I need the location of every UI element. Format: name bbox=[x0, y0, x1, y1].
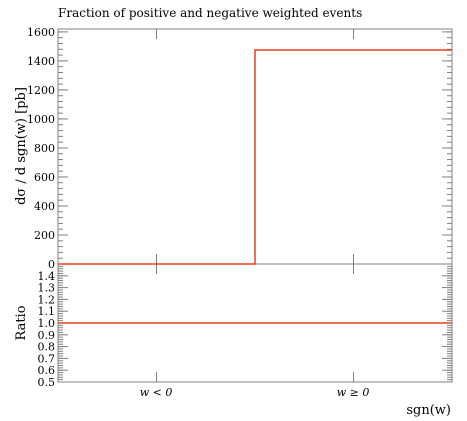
main-series-line bbox=[58, 49, 452, 265]
ratio-y-tick-label: 1.3 bbox=[38, 282, 56, 295]
main-x-ticks bbox=[156, 29, 354, 264]
ratio-y-ticks: 0.50.60.70.80.91.01.11.21.31.4 bbox=[38, 263, 452, 389]
x-axis-label: sgn(w) bbox=[406, 403, 451, 418]
ratio-y-tick-label: 1.1 bbox=[38, 305, 56, 318]
main-y-tick-label: 400 bbox=[34, 200, 55, 213]
ratio-y-axis-label: Ratio bbox=[14, 305, 29, 340]
main-y-tick-label: 1200 bbox=[27, 84, 55, 97]
ratio-y-tick-label: 1.4 bbox=[38, 270, 56, 283]
main-y-tick-label: 1600 bbox=[27, 26, 55, 39]
main-y-tick-label: 800 bbox=[34, 142, 55, 155]
main-y-ticks: 0 200 400 600 800 1000 1200 1400 1600 bbox=[27, 26, 452, 271]
ratio-x-ticks bbox=[156, 264, 354, 382]
main-y-axis-label: dσ / d sgn(w) [pb] bbox=[14, 87, 29, 205]
chart-title: Fraction of positive and negative weight… bbox=[58, 6, 362, 20]
main-y-tick-label: 1000 bbox=[27, 113, 55, 126]
ratio-y-tick-label: 0.9 bbox=[38, 329, 56, 342]
ratio-y-tick-label: 0.8 bbox=[38, 341, 56, 354]
main-y-tick-label: 600 bbox=[34, 171, 55, 184]
x-category-label-negative: w < 0 bbox=[140, 386, 173, 399]
main-y-tick-label: 200 bbox=[34, 229, 55, 242]
main-y-tick-label: 0 bbox=[48, 258, 55, 271]
x-category-label-positive: w ≥ 0 bbox=[337, 386, 370, 399]
ratio-y-tick-label: 1.0 bbox=[38, 317, 56, 330]
ratio-y-tick-label: 1.2 bbox=[38, 293, 56, 306]
ratio-y-tick-label: 0.6 bbox=[38, 364, 56, 377]
main-y-tick-label: 1400 bbox=[27, 55, 55, 68]
ratio-y-tick-label: 0.7 bbox=[38, 352, 56, 365]
ratio-y-tick-label: 0.5 bbox=[38, 376, 56, 389]
